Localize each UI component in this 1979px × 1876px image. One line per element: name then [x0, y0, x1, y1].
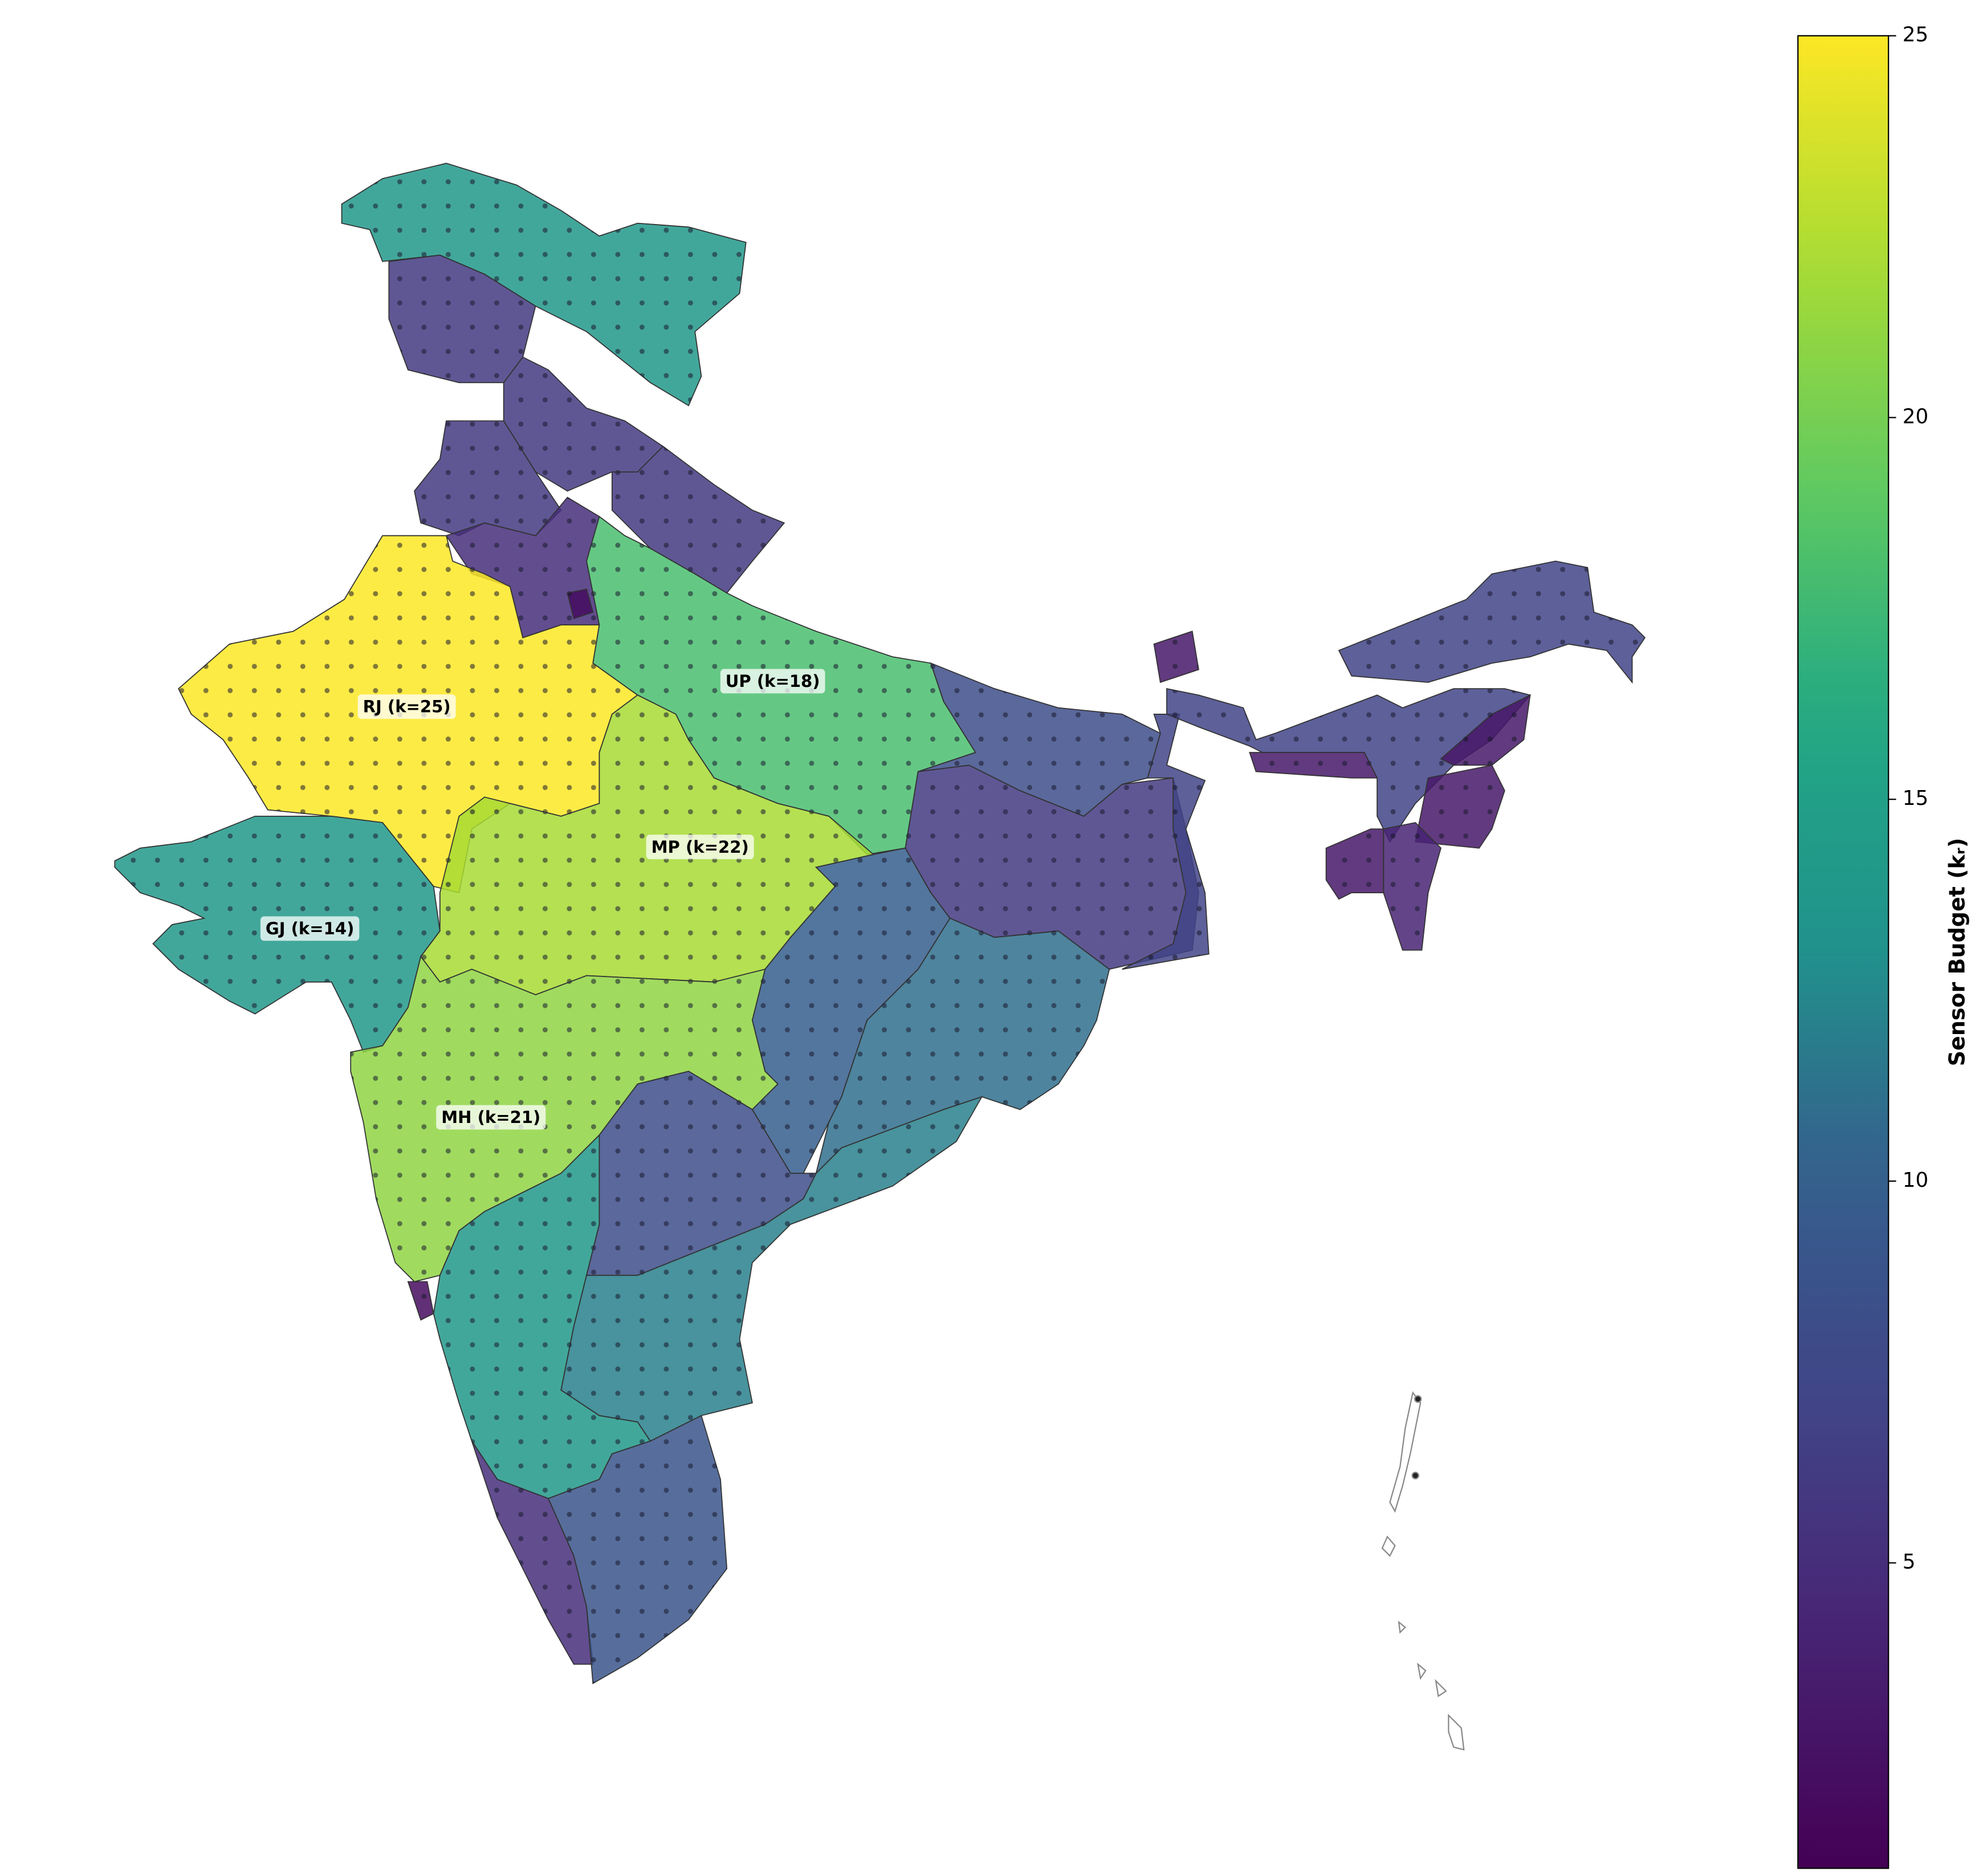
label-text: RJ (k=25) — [363, 697, 451, 717]
tick-label: 20 — [1903, 405, 1929, 428]
label-box — [646, 835, 754, 860]
tick-label: 5 — [1903, 1551, 1916, 1574]
colorbar-fill — [1797, 35, 1890, 1869]
colorbar: 5 10 15 20 25 Sensor Budget (kᵣ) — [1797, 23, 1970, 1869]
region — [1383, 822, 1442, 951]
tick-label: 25 — [1903, 23, 1929, 47]
region — [1249, 752, 1378, 779]
region — [1325, 828, 1385, 900]
region — [1153, 630, 1199, 683]
label-text: MH (k=21) — [441, 1108, 540, 1127]
region-label: RJ (k=25) — [357, 694, 456, 719]
label-text: MP (k=22) — [651, 837, 749, 857]
region — [1338, 560, 1646, 684]
region-label: MP (k=22) — [646, 835, 754, 860]
region — [407, 1281, 434, 1321]
label-text: UP (k=18) — [726, 672, 820, 691]
tick-label: 15 — [1903, 787, 1929, 810]
regions: RJ (k=25) UP (k=18) MP (k=22) GJ (k=14) MH (… — [114, 162, 1646, 1684]
region-label: UP (k=18) — [720, 669, 825, 694]
colorbar-label: Sensor Budget (kᵣ) — [1945, 838, 1970, 1067]
region-label: GJ (k=14) — [260, 916, 360, 941]
label-box — [436, 1105, 546, 1130]
tick-label: 10 — [1903, 1169, 1929, 1192]
islands — [1381, 1391, 1465, 1751]
label-box — [720, 669, 825, 694]
label-box — [260, 916, 360, 941]
label-text: GJ (k=14) — [266, 919, 355, 938]
label-box — [357, 694, 456, 719]
region-label: MH (k=21) — [436, 1105, 546, 1130]
